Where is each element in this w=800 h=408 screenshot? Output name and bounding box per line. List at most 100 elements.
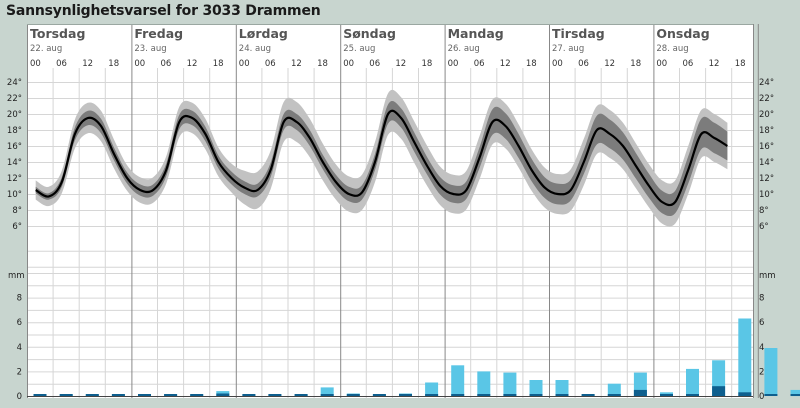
temp-tick-right: 18° xyxy=(759,126,774,136)
hour-label: 00 xyxy=(134,59,145,69)
hour-label: 12 xyxy=(291,59,302,69)
precip-tick-right: 6 xyxy=(759,318,764,328)
hour-label: 00 xyxy=(448,59,459,69)
precip-expected-bar xyxy=(686,394,699,396)
day-name-label: Lørdag xyxy=(239,26,288,41)
day-date-label: 22. aug xyxy=(30,44,62,54)
day-date-label: 25. aug xyxy=(343,44,375,54)
precip-expected-bar xyxy=(660,394,673,396)
day-name-label: Mandag xyxy=(448,26,504,41)
hour-label: 06 xyxy=(161,59,172,69)
day-name-label: Torsdag xyxy=(30,26,85,41)
temp-tick-right: 12° xyxy=(759,174,774,184)
temp-tick-right: 20° xyxy=(759,110,774,120)
precip-expected-bar xyxy=(477,394,491,396)
day-date-label: 27. aug xyxy=(552,44,584,54)
precip-expected-bar xyxy=(451,394,465,396)
temp-inner-probability-band xyxy=(35,101,728,217)
temp-tick-right: 16° xyxy=(759,142,774,152)
precip-tick-left: 8 xyxy=(17,294,22,304)
hour-label: 00 xyxy=(656,59,667,69)
temp-tick-right: 8° xyxy=(759,206,769,216)
precip-expected-bar xyxy=(190,394,204,396)
temp-tick-left: 18° xyxy=(7,126,22,136)
precip-tick-left: 0 xyxy=(17,392,22,402)
precip-expected-bar xyxy=(33,394,47,396)
hour-label: 06 xyxy=(369,59,380,69)
precip-expected-bar xyxy=(764,394,778,396)
hour-label: 12 xyxy=(82,59,93,69)
hour-label: 06 xyxy=(265,59,276,69)
precip-expected-bar xyxy=(268,394,282,396)
precip-expected-bar xyxy=(399,394,412,396)
precip-expected-bar xyxy=(529,394,543,396)
temp-tick-left: 10° xyxy=(7,190,22,200)
precip-tick-right: 4 xyxy=(759,343,764,353)
precip-tick-left: 4 xyxy=(17,343,22,353)
hour-label: 06 xyxy=(683,59,694,69)
precip-max-bar xyxy=(790,389,800,397)
hour-label: 12 xyxy=(395,59,406,69)
precip-max-bar xyxy=(607,383,621,396)
hour-label: 12 xyxy=(604,59,615,69)
precip-expected-bar xyxy=(372,394,386,396)
precip-expected-bar xyxy=(59,394,73,396)
temp-tick-left: 8° xyxy=(12,206,22,216)
precip-expected-bar xyxy=(216,393,230,396)
precip-unit-right: mm xyxy=(759,271,776,281)
day-name-label: Onsdag xyxy=(656,26,709,41)
precip-expected-bar xyxy=(111,394,125,396)
precip-expected-bar xyxy=(242,394,256,396)
precip-max-bar xyxy=(477,371,491,396)
precip-tick-left: 6 xyxy=(17,318,22,328)
precip-expected-bar xyxy=(425,394,439,396)
hour-label: 18 xyxy=(108,59,119,69)
temp-tick-right: 10° xyxy=(759,190,774,200)
hour-label: 00 xyxy=(343,59,354,69)
temp-tick-left: 24° xyxy=(7,78,22,88)
precip-expected-bar xyxy=(320,394,334,396)
hour-label: 18 xyxy=(735,59,746,69)
hour-label: 18 xyxy=(526,59,537,69)
precip-max-bar xyxy=(529,380,543,396)
precip-expected-bar xyxy=(164,394,178,396)
hour-label: 12 xyxy=(500,59,511,69)
day-name-label: Tirsdag xyxy=(552,26,605,41)
precip-max-bar xyxy=(686,368,699,396)
precip-tick-left: 2 xyxy=(17,367,22,377)
precip-tick-right: 2 xyxy=(759,367,764,377)
precip-expected-bar xyxy=(581,394,595,396)
temp-tick-left: 14° xyxy=(7,158,22,168)
precip-max-bar xyxy=(320,387,334,396)
day-name-label: Søndag xyxy=(343,26,396,41)
precip-expected-bar xyxy=(503,394,517,396)
hour-label: 18 xyxy=(213,59,224,69)
temp-tick-left: 12° xyxy=(7,174,22,184)
precip-expected-bar xyxy=(555,394,569,396)
hour-label: 00 xyxy=(30,59,41,69)
precip-expected-bar xyxy=(85,394,99,396)
precip-max-bar xyxy=(764,348,778,396)
precip-expected-bar xyxy=(790,394,800,396)
temp-tick-right: 24° xyxy=(759,78,774,88)
precip-expected-bar xyxy=(607,394,621,396)
hour-label: 00 xyxy=(552,59,563,69)
precip-tick-right: 8 xyxy=(759,294,764,304)
temp-tick-right: 22° xyxy=(759,94,774,104)
precip-max-bar xyxy=(451,365,465,397)
precip-expected-bar xyxy=(138,394,151,396)
precip-expected-bar xyxy=(738,392,752,396)
precip-tick-right: 0 xyxy=(759,392,764,402)
temp-tick-right: 6° xyxy=(759,222,769,232)
temp-tick-left: 6° xyxy=(12,222,22,232)
day-date-label: 24. aug xyxy=(239,44,271,54)
precip-expected-bar xyxy=(712,386,726,396)
day-date-label: 26. aug xyxy=(448,44,480,54)
hour-label: 12 xyxy=(187,59,198,69)
precip-expected-bar xyxy=(346,394,360,396)
precip-max-bar xyxy=(425,382,439,396)
hour-label: 06 xyxy=(474,59,485,69)
hour-label: 18 xyxy=(630,59,641,69)
